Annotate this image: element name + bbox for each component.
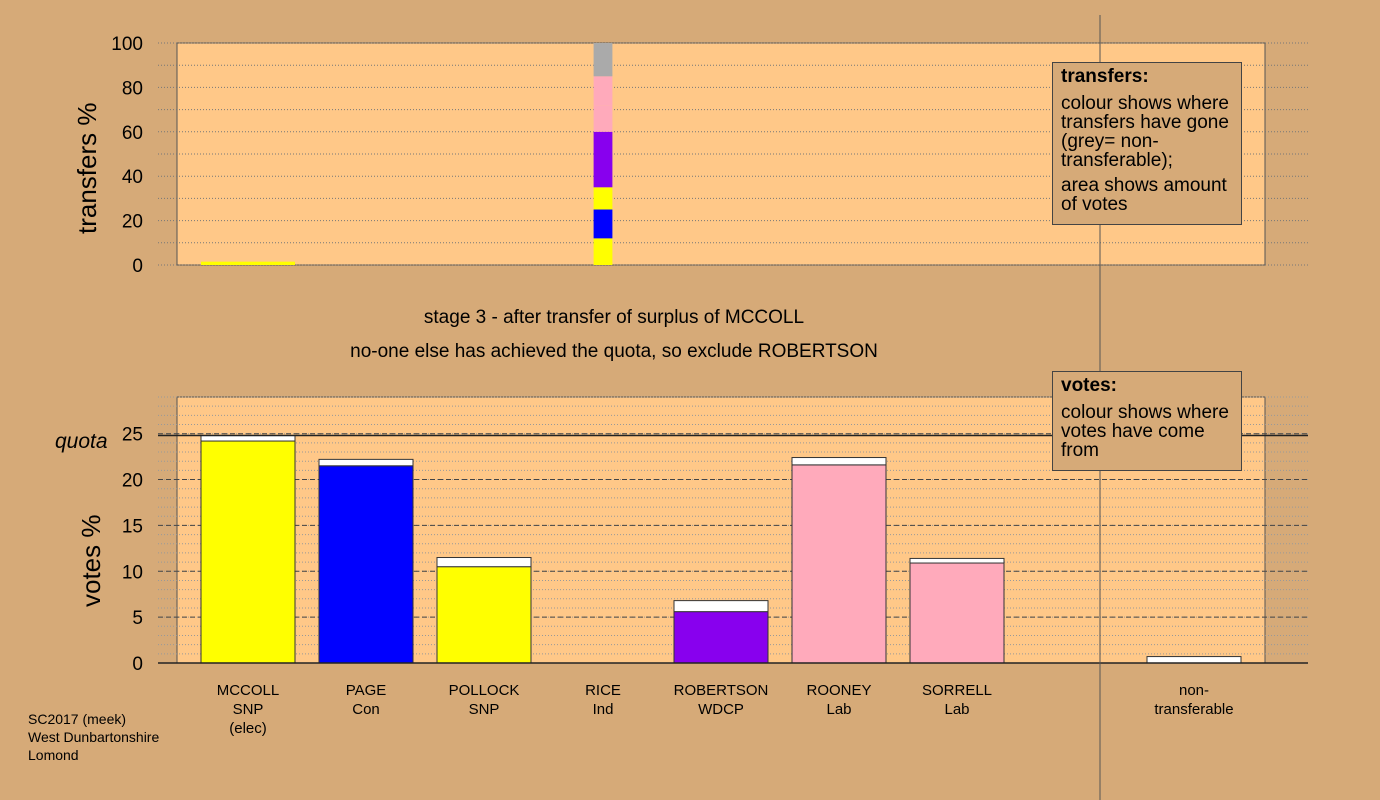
transfers-y-tick-label: 60 (122, 123, 143, 144)
candidate-label-rice: RICE Ind (585, 682, 621, 718)
votes-legend-line1: colour shows where votes have come from (1061, 402, 1229, 461)
footer-line-election: SC2017 (meek) (28, 711, 127, 727)
votes-y-tick-label: 0 (132, 654, 143, 675)
transfers-legend-line2: area shows amount of votes (1061, 175, 1227, 215)
transfers-y-axis-label: transfers % (72, 102, 102, 235)
transfers-legend-line1: colour shows where transfers have gone (… (1061, 93, 1229, 171)
transfer-segment-rice-to-sorrell (593, 76, 613, 106)
votes-y-tick-label: 15 (122, 516, 143, 537)
candidate-label-pollock: POLLOCK SNP (448, 682, 520, 718)
transfers-y-tick-label: 40 (122, 167, 143, 188)
transfer-segment-rice-to-rooney (593, 105, 613, 132)
votes-y-axis-label: votes % (76, 514, 106, 608)
votes-y-tick-label: 10 (122, 562, 143, 583)
vote-bar-transferred-sorrell (909, 557, 1005, 564)
transfers-y-tick-label: 100 (111, 34, 143, 55)
transfers-y-tick-label: 20 (122, 212, 143, 233)
vote-bar-transferred-rooney (791, 457, 887, 466)
vote-bar-mccoll (200, 440, 296, 664)
votes-y-tick-label: 20 (122, 471, 143, 492)
stage-title: stage 3 - after transfer of surplus of M… (423, 307, 805, 328)
transfer-segment-rice-to-non-transferable (593, 43, 613, 77)
candidate-label-mccoll: MCCOLL SNP (elec) (216, 682, 280, 737)
transfers-legend: transfers: colour shows where transfers … (1052, 62, 1242, 225)
vote-bar-pollock (436, 566, 532, 664)
transfer-segment-rice-to-pollock (593, 187, 613, 210)
candidate-label-page: PAGE Con (345, 682, 387, 718)
stage-subtitle: no-one else has achieved the quota, so e… (350, 341, 878, 362)
vote-bar-sorrell (909, 562, 1005, 664)
vote-bar-page (318, 465, 414, 664)
vote-bar-transferred-mccoll (200, 435, 296, 442)
votes-legend: votes: colour shows where votes have com… (1052, 371, 1242, 471)
transfers-y-tick-label: 0 (132, 256, 143, 277)
vote-bar-transferred-pollock (436, 557, 532, 568)
transfer-segment-rice-to-mccoll (593, 238, 613, 265)
vote-bar-robertson (673, 611, 769, 664)
transfers-legend-title: transfers: (1061, 66, 1149, 87)
candidate-label-rooney: ROONEY Lab (806, 682, 872, 718)
candidate-label-sorrell: SORRELL Lab (921, 682, 993, 718)
votes-legend-title: votes: (1061, 375, 1117, 396)
votes-y-tick-label: 25 (122, 425, 143, 446)
transfers-y-tick-label: 80 (122, 78, 143, 99)
vote-bar-transferred-robertson (673, 600, 769, 613)
quota-label: quota (55, 430, 108, 453)
vote-bar-transferred-non-transferable (1146, 656, 1242, 664)
transfer-segment-rice-to-robertson (593, 131, 613, 188)
candidate-label-robertson: ROBERTSON WDCP (673, 682, 769, 718)
vote-bar-transferred-page (318, 458, 414, 467)
vote-bar-rooney (791, 464, 887, 664)
footer-line-council: West Dunbartonshire (28, 729, 160, 745)
transfer-segment-rice-to-page (593, 209, 613, 239)
candidate-label-non-transferable: non-transferable (1154, 682, 1234, 718)
votes-y-tick-label: 5 (132, 608, 143, 629)
footer-info: SC2017 (meek) West Dunbartonshire Lomond (28, 710, 159, 764)
transfer-segment-mccoll-to-mccoll (201, 261, 295, 265)
footer-line-ward: Lomond (28, 747, 79, 763)
